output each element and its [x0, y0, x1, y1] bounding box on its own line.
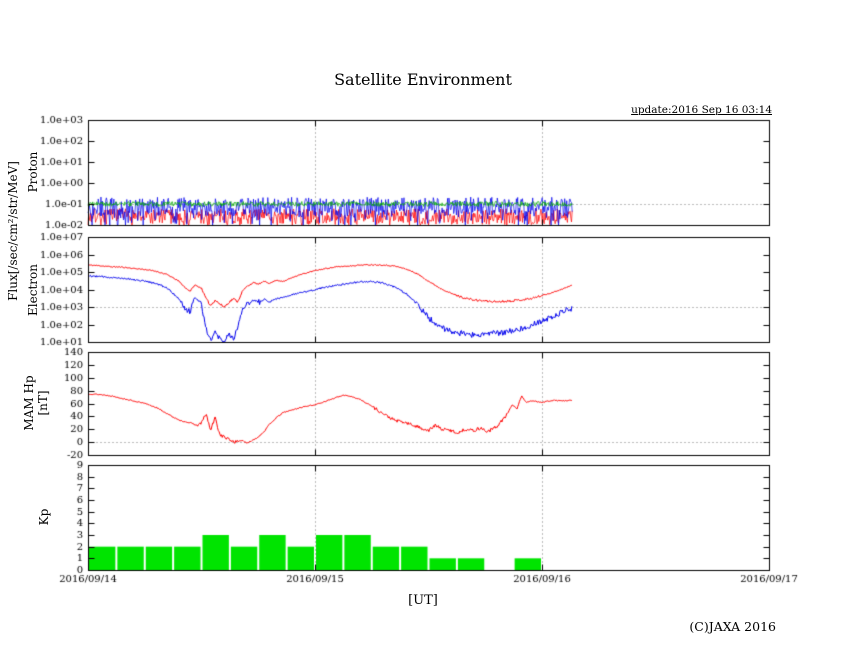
proton-axis-label: Proton [26, 151, 40, 193]
copyright-label: (C)JAXA 2016 [689, 619, 776, 634]
mam-axis-label-line2: [nT] [36, 390, 50, 416]
kp-axis-label: Kp [37, 508, 51, 526]
electron-axis-label: Electron [26, 264, 40, 316]
update-timestamp: update:2016 Sep 16 03:14 [631, 104, 772, 116]
page-title: Satellite Environment [334, 70, 512, 89]
x-axis-unit-label: [UT] [408, 593, 438, 608]
mam-axis-label: MAM Hp [nT] [22, 375, 51, 431]
flux-axis-label: Flux[/sec/cm²/str/MeV] [6, 161, 20, 301]
mam-axis-label-line1: MAM Hp [22, 375, 37, 431]
